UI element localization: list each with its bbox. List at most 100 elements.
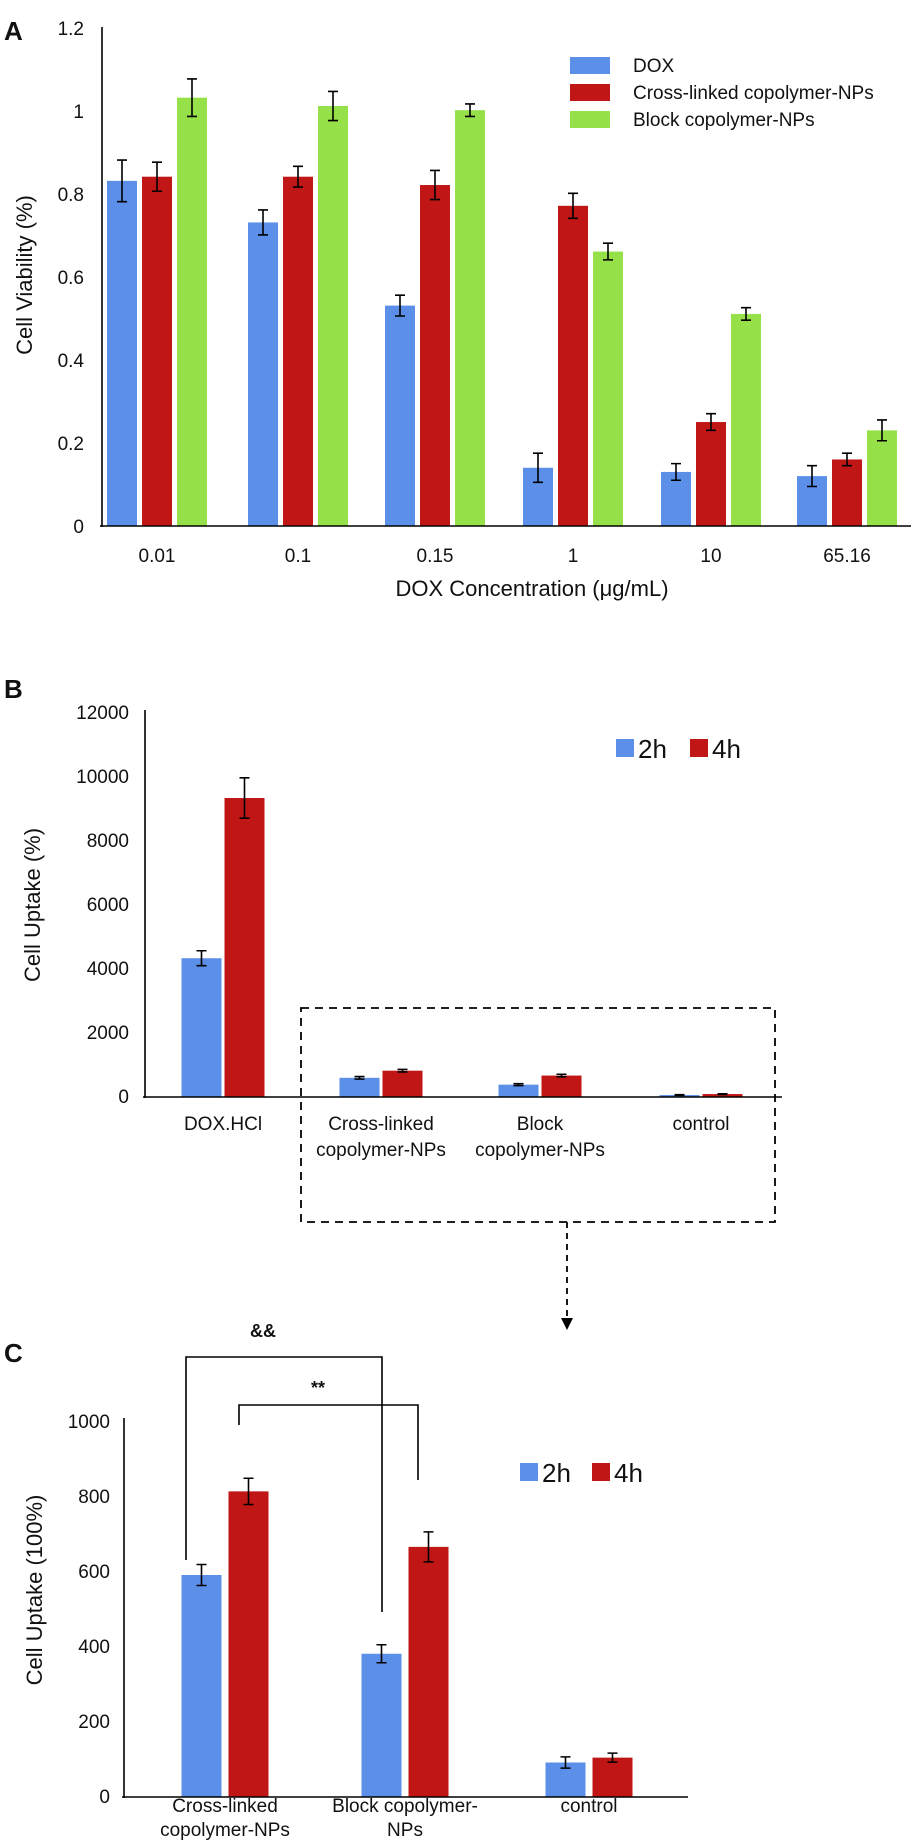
bar-dox-0 bbox=[107, 180, 137, 526]
error-bar bbox=[568, 192, 578, 220]
error-bar bbox=[117, 159, 127, 203]
bar-cross-linked-copolymer-nps-2 bbox=[420, 185, 450, 526]
error-bar bbox=[877, 419, 887, 442]
bar-dox-1 bbox=[248, 222, 278, 527]
y-tick: 1000 bbox=[68, 1412, 110, 1433]
panel-a-bars bbox=[107, 78, 897, 527]
error-bar bbox=[196, 1563, 207, 1587]
panel-c-legend: 2h 4h bbox=[520, 1458, 643, 1488]
panel-a-letter: A bbox=[4, 16, 23, 46]
panel-c: C 0 200 400 600 800 1000 Cross-linked Bl… bbox=[4, 1321, 688, 1840]
bar-4h-2 bbox=[592, 1757, 633, 1797]
panel-a: A 0 0.2 0.4 0.6 0.8 1 1.2 0.01 0.1 0.15 … bbox=[4, 16, 911, 601]
legend-label-2h: 2h bbox=[638, 734, 667, 764]
error-bar bbox=[239, 777, 250, 819]
error-bar bbox=[354, 1075, 365, 1080]
legend-swatch-4h bbox=[592, 1463, 610, 1481]
error-bar bbox=[741, 306, 751, 321]
error-bar bbox=[603, 242, 613, 261]
panel-c-bars bbox=[181, 1477, 633, 1797]
error-bar bbox=[671, 462, 681, 482]
legend-label-4h: 4h bbox=[614, 1458, 643, 1488]
panel-c-x-ticks: Cross-linked Block copolymer- control co… bbox=[160, 1796, 617, 1840]
x-tick: copolymer-NPs bbox=[475, 1140, 605, 1161]
x-tick: Block bbox=[517, 1114, 564, 1135]
bar-block-copolymer-nps-2 bbox=[455, 110, 485, 527]
significance-label-star: ** bbox=[311, 1378, 325, 1398]
panel-a-x-ticks: 0.01 0.1 0.15 1 10 65.16 bbox=[139, 546, 871, 567]
y-tick: 400 bbox=[78, 1637, 110, 1658]
bar-cross-linked-copolymer-nps-4 bbox=[696, 422, 726, 526]
y-tick: 200 bbox=[78, 1712, 110, 1733]
significance-bracket-ampersand bbox=[185, 1356, 383, 1612]
legend-label-block: Block copolymer-NPs bbox=[633, 110, 815, 131]
error-bar bbox=[560, 1756, 571, 1769]
y-tick: 1 bbox=[73, 102, 84, 123]
bar-cross-linked-copolymer-nps-5 bbox=[832, 459, 862, 526]
bar-block-copolymer-nps-0 bbox=[177, 97, 207, 527]
y-tick: 0.6 bbox=[58, 268, 84, 289]
legend-swatch-crosslinked bbox=[570, 84, 610, 101]
x-tick: Block copolymer- bbox=[332, 1796, 478, 1817]
legend-label-crosslinked: Cross-linked copolymer-NPs bbox=[633, 83, 874, 104]
panel-b-y-title: Cell Uptake (%) bbox=[20, 828, 45, 982]
y-tick: 2000 bbox=[87, 1023, 129, 1044]
y-tick: 1.2 bbox=[58, 19, 84, 40]
y-tick: 0 bbox=[118, 1087, 129, 1108]
y-tick: 6000 bbox=[87, 895, 129, 916]
panel-b-legend: 2h 4h bbox=[616, 734, 741, 764]
error-bar bbox=[423, 1531, 434, 1563]
x-tick: 0.1 bbox=[285, 546, 311, 567]
error-bar bbox=[465, 103, 475, 118]
bar-4h-2 bbox=[541, 1075, 582, 1097]
panel-a-x-title: DOX Concentration (μg/mL) bbox=[395, 576, 668, 601]
error-bar bbox=[674, 1093, 685, 1097]
error-bar bbox=[187, 78, 197, 118]
y-tick: 8000 bbox=[87, 831, 129, 852]
panel-c-y-ticks: 0 200 400 600 800 1000 bbox=[68, 1412, 110, 1808]
bar-2h-0 bbox=[181, 958, 222, 1097]
error-bar bbox=[293, 165, 303, 188]
bar-4h-0 bbox=[224, 798, 265, 1097]
bar-cross-linked-copolymer-nps-0 bbox=[142, 176, 172, 526]
y-tick: 10000 bbox=[76, 767, 129, 788]
error-bar bbox=[842, 452, 852, 467]
error-bar bbox=[395, 294, 405, 317]
panel-c-y-title: Cell Uptake (100%) bbox=[22, 1495, 47, 1686]
legend-swatch-4h bbox=[690, 739, 708, 757]
x-tick: 65.16 bbox=[823, 546, 871, 567]
panel-c-letter: C bbox=[4, 1338, 23, 1368]
error-bar bbox=[376, 1643, 387, 1664]
bar-2h-1 bbox=[339, 1077, 380, 1097]
x-tick: copolymer-NPs bbox=[316, 1140, 446, 1161]
error-bar bbox=[258, 209, 268, 236]
error-bar bbox=[513, 1082, 524, 1087]
bar-4h-1 bbox=[382, 1070, 423, 1097]
bar-2h-0 bbox=[181, 1575, 222, 1797]
zoom-arrow-head bbox=[561, 1318, 573, 1330]
panel-b-y-ticks: 0 2000 4000 6000 8000 10000 12000 bbox=[76, 703, 129, 1108]
x-tick: 0.15 bbox=[417, 546, 454, 567]
legend-swatch-2h bbox=[520, 1463, 538, 1481]
legend-swatch-dox bbox=[570, 57, 610, 74]
bar-block-copolymer-nps-5 bbox=[867, 430, 897, 526]
error-bar bbox=[430, 169, 440, 201]
panel-a-legend: DOX Cross-linked copolymer-NPs Block cop… bbox=[570, 56, 874, 131]
x-tick: NPs bbox=[387, 1820, 423, 1840]
x-tick: Cross-linked bbox=[328, 1114, 434, 1135]
y-tick: 0.2 bbox=[58, 434, 84, 455]
legend-label-4h: 4h bbox=[712, 734, 741, 764]
x-tick: control bbox=[672, 1114, 729, 1135]
bar-cross-linked-copolymer-nps-1 bbox=[283, 176, 313, 526]
error-bar bbox=[533, 452, 543, 484]
error-bar bbox=[243, 1477, 254, 1506]
bar-block-copolymer-nps-1 bbox=[318, 106, 348, 526]
bar-dox-2 bbox=[385, 305, 415, 526]
legend-label-dox: DOX bbox=[633, 56, 675, 77]
x-tick: copolymer-NPs bbox=[160, 1820, 290, 1840]
legend-swatch-block bbox=[570, 111, 610, 128]
y-tick: 0 bbox=[73, 517, 84, 538]
y-tick: 0.4 bbox=[58, 351, 85, 372]
bar-block-copolymer-nps-3 bbox=[593, 251, 623, 527]
